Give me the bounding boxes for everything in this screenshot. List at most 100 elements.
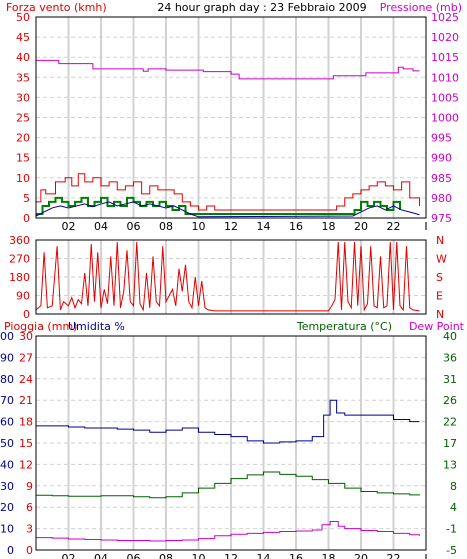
direction-y-tick-label: 0 (23, 308, 30, 321)
dewpoint-axis-label: Dew Point (409, 320, 465, 333)
humidity-y-tick-label: 20 (0, 501, 14, 514)
climate-panel-x-tick-label: 02 (62, 552, 76, 559)
climate-panel-x-tick-label: 20 (354, 552, 368, 559)
wind-panel-x-tick-label: 04 (94, 220, 108, 233)
pressure-axis-label: Pressione (mb) (380, 1, 462, 14)
pressure-y-tick-label: 1015 (431, 51, 459, 64)
temperature-y-tick-label: 13 (443, 458, 457, 471)
rain-y-tick-label: 12 (19, 458, 33, 471)
climate-panel-x-tick-label: 10 (192, 552, 206, 559)
humidity-y-tick-label: 90 (0, 351, 14, 364)
climate-panel-x-tick-label: 16 (289, 552, 303, 559)
wind-panel-x-tick-label: I (424, 220, 427, 233)
rain-axis-label: Pioggia (mm) (4, 320, 77, 333)
humidity-y-tick-label: 70 (0, 394, 14, 407)
temperature-y-tick-label: -1 (446, 523, 457, 536)
climate-panel-x-tick-label: 14 (257, 552, 271, 559)
wind-panel-frame (35, 16, 427, 219)
temperature-y-tick-label: 4 (450, 501, 457, 514)
humidity-y-tick-label: 100 (0, 330, 14, 343)
humidity-y-tick-label: 60 (0, 416, 14, 429)
wind-direction-series (35, 242, 420, 312)
pressure-y-tick-label: 985 (431, 172, 452, 185)
rain-y-tick-label: 9 (26, 480, 33, 493)
wind-panel-x-tick-label: 10 (192, 220, 206, 233)
temperature-axis-label: Temperatura (°C) (296, 320, 392, 333)
temperature-series (36, 471, 420, 499)
climate-panel-x-tick-label: 06 (127, 552, 141, 559)
wind-axis-label: Forza vento (kmh) (6, 1, 107, 14)
rain-y-tick-label: 6 (26, 501, 33, 514)
wind-y-tick-label: 25 (16, 112, 30, 125)
wind-y-tick-label: 0 (23, 212, 30, 225)
wind-panel-x-tick-label: 08 (159, 220, 173, 233)
wind-panel-x-tick-label: 20 (354, 220, 368, 233)
wind-max-series (36, 173, 420, 211)
rain-y-tick-label: 3 (26, 523, 33, 536)
climate-panel-frame (35, 335, 427, 551)
pressure-y-tick-label: 1010 (431, 71, 459, 84)
wind-y-tick-label: 20 (16, 132, 30, 145)
rain-y-tick-label: 18 (19, 416, 33, 429)
pressure-y-tick-label: 1000 (431, 112, 459, 125)
pressure-y-tick-label: 995 (431, 132, 452, 145)
rain-y-tick-label: 24 (19, 373, 33, 386)
compass-y-tick-label: N (436, 234, 444, 247)
wind-panel-x-tick-label: 22 (387, 220, 401, 233)
temperature-y-tick-label: 36 (443, 351, 457, 364)
pressure-y-tick-label: 1005 (431, 91, 459, 104)
direction-y-tick-label: 270 (9, 253, 30, 266)
humidity-y-tick-label: 80 (0, 373, 14, 386)
climate-panel-x-tick-label: 12 (224, 552, 238, 559)
rain-y-tick-label: 21 (19, 394, 33, 407)
climate-panel-x-tick-label: 22 (387, 552, 401, 559)
pressure-y-tick-label: 980 (431, 192, 452, 205)
humidity-y-tick-label: 50 (0, 437, 14, 450)
pressure-y-tick-label: 975 (431, 212, 452, 225)
pressure-series (36, 59, 420, 80)
rain-y-tick-label: 0 (26, 544, 33, 557)
temperature-y-tick-label: 17 (443, 437, 457, 450)
temperature-y-tick-label: 8 (450, 480, 457, 493)
temperature-y-tick-label: 26 (443, 394, 457, 407)
wind-y-tick-label: 30 (16, 91, 30, 104)
wind-panel-x-tick-label: 14 (257, 220, 271, 233)
humidity-y-tick-label: 30 (0, 480, 14, 493)
direction-y-tick-label: 180 (9, 271, 30, 284)
dewpoint-series (36, 520, 420, 542)
chart-title: 24 hour graph day : 23 Febbraio 2009 (157, 1, 366, 14)
temperature-y-tick-label: 40 (443, 330, 457, 343)
wind-gust-series (36, 196, 401, 215)
compass-y-tick-label: E (436, 290, 443, 303)
wind-panel-x-tick-label: 18 (322, 220, 336, 233)
wind-panel-x-tick-label: 16 (289, 220, 303, 233)
rain-y-tick-label: 27 (19, 351, 33, 364)
climate-panel-x-tick-label: 08 (159, 552, 173, 559)
direction-y-tick-label: 90 (16, 290, 30, 303)
wind-y-tick-label: 40 (16, 51, 30, 64)
pressure-y-tick-label: 1020 (431, 31, 459, 44)
humidity-y-tick-label: 10 (0, 523, 14, 536)
wind-y-tick-label: 15 (16, 152, 30, 165)
humidity-series (36, 399, 420, 444)
humidity-y-tick-label: 40 (0, 458, 14, 471)
compass-y-tick-label: N (436, 308, 444, 321)
direction-y-tick-label: 360 (9, 234, 30, 247)
wind-y-tick-label: 50 (16, 11, 30, 24)
climate-panel-x-tick-label: 04 (94, 552, 108, 559)
wind-avg-series (35, 201, 420, 218)
compass-y-tick-label: S (436, 271, 443, 284)
humidity-axis-label: Umidita % (68, 320, 125, 333)
temperature-y-tick-label: 31 (443, 373, 457, 386)
wind-y-tick-label: 10 (16, 172, 30, 185)
rain-y-tick-label: 15 (19, 437, 33, 450)
wind-panel-x-tick-label: 02 (62, 220, 76, 233)
humidity-y-tick-label: 0 (7, 544, 14, 557)
rain-y-tick-label: 30 (19, 330, 33, 343)
wind-y-tick-label: 35 (16, 71, 30, 84)
direction-panel-frame (35, 239, 427, 315)
wind-panel-x-tick-label: 06 (127, 220, 141, 233)
wind-y-tick-label: 45 (16, 31, 30, 44)
compass-y-tick-label: W (436, 253, 447, 266)
